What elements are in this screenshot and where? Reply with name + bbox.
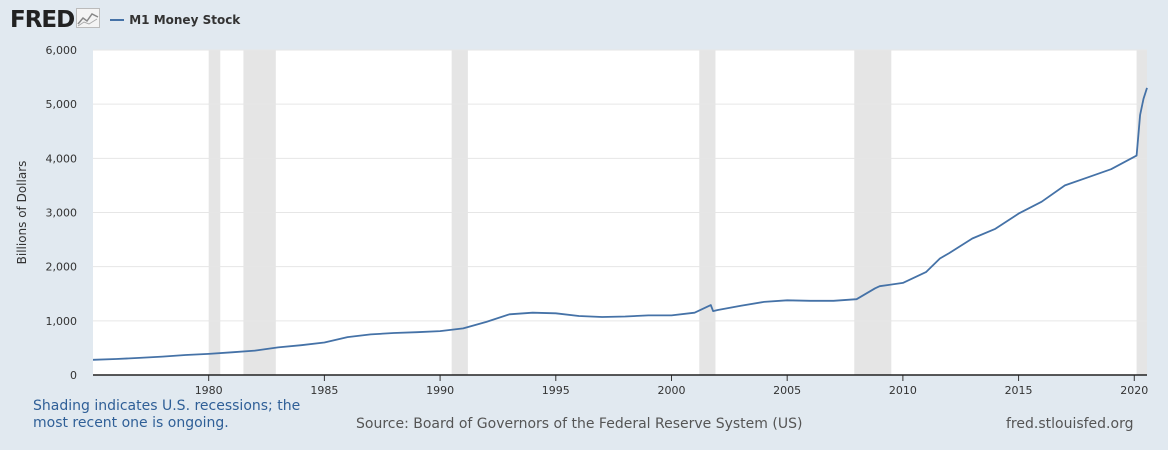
x-tick-label: 2020 <box>1120 384 1148 397</box>
x-tick-label: 2015 <box>1005 384 1033 397</box>
y-tick-label: 6,000 <box>46 44 78 57</box>
y-axis-label: Billions of Dollars <box>15 161 29 265</box>
x-tick-label: 2010 <box>889 384 917 397</box>
y-tick-label: 5,000 <box>46 98 78 111</box>
y-tick-label: 4,000 <box>46 152 78 165</box>
x-tick-label: 1980 <box>195 384 223 397</box>
legend: M1 Money Stock <box>110 13 240 27</box>
fred-logo[interactable]: FRED <box>10 7 75 33</box>
y-tick-label: 0 <box>70 369 77 382</box>
source-note: Source: Board of Governors of the Federa… <box>356 416 803 432</box>
y-tick-label: 3,000 <box>46 207 78 220</box>
recession-note: Shading indicates U.S. recessions; the m… <box>33 398 301 431</box>
legend-label: M1 Money Stock <box>129 13 241 27</box>
chart-line-icon <box>76 8 101 32</box>
series-line <box>92 87 1148 361</box>
y-tick-label: 1,000 <box>46 315 78 328</box>
legend-swatch <box>110 19 125 21</box>
x-tick-label: 2005 <box>773 384 801 397</box>
x-tick-label: 2000 <box>657 384 685 397</box>
site-url[interactable]: fred.stlouisfed.org <box>1006 416 1134 432</box>
x-tick-label: 1995 <box>542 384 570 397</box>
x-tick-label: 1985 <box>310 384 338 397</box>
header: FRED M1 Money Stock <box>10 6 240 34</box>
y-tick-label: 2,000 <box>46 261 78 274</box>
x-tick-label: 1990 <box>426 384 454 397</box>
